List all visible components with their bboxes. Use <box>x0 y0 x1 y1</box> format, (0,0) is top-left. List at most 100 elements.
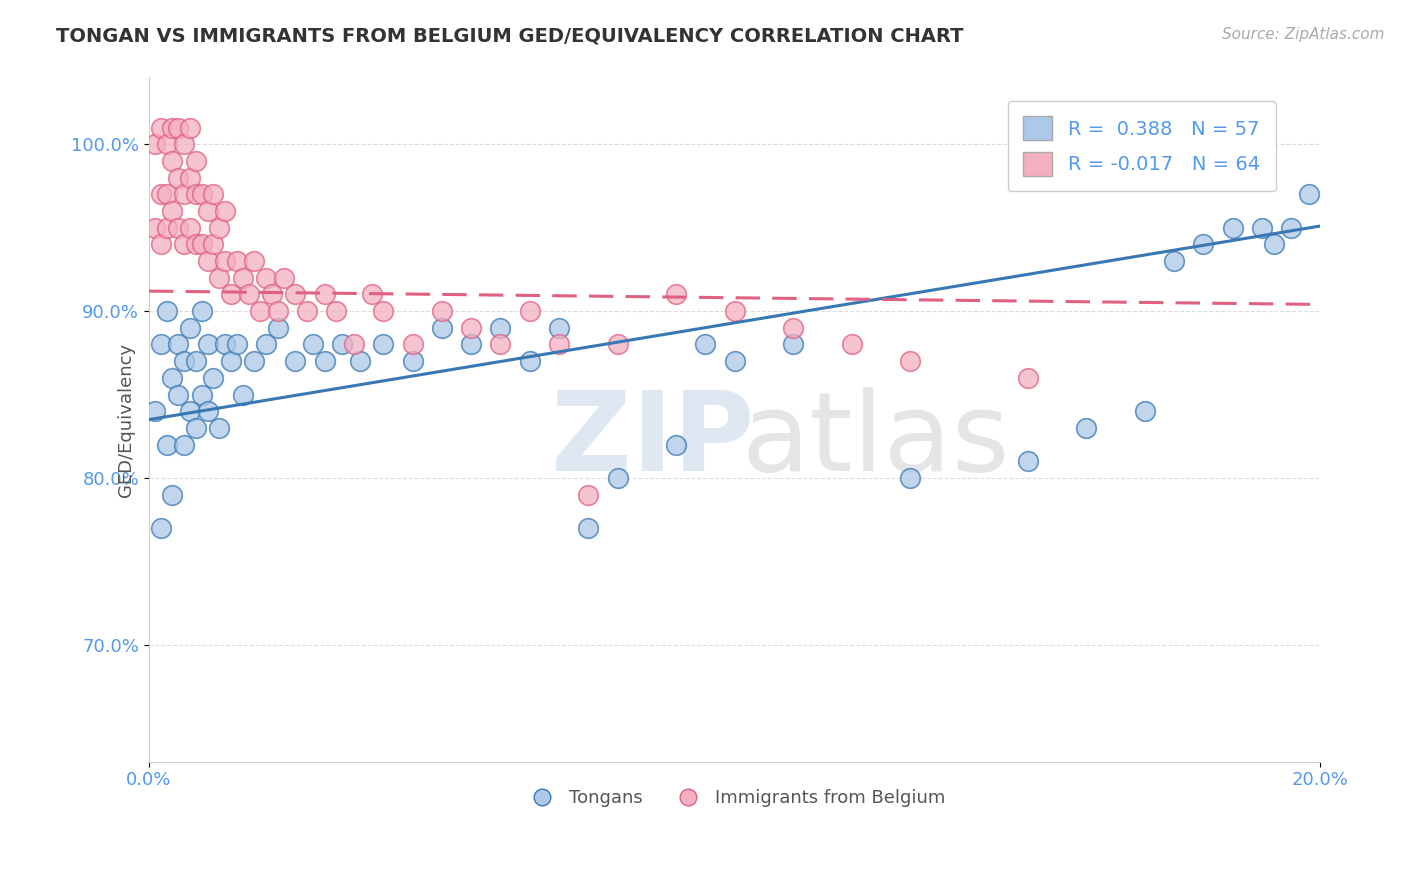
Point <box>1250 220 1272 235</box>
Point <box>249 304 271 318</box>
Point <box>214 254 236 268</box>
Point <box>167 337 190 351</box>
Point <box>184 354 207 368</box>
Point <box>576 521 599 535</box>
Point <box>401 337 423 351</box>
Point <box>349 354 371 368</box>
Point <box>401 354 423 368</box>
Text: ZIP: ZIP <box>551 386 755 493</box>
Point <box>254 337 277 351</box>
Point <box>173 437 195 451</box>
Point <box>325 304 347 318</box>
Point <box>273 270 295 285</box>
Point <box>1263 237 1285 252</box>
Point <box>214 204 236 219</box>
Point <box>225 337 247 351</box>
Point <box>373 337 395 351</box>
Point <box>197 254 219 268</box>
Point <box>267 320 290 334</box>
Point <box>360 287 382 301</box>
Point <box>330 337 353 351</box>
Point <box>665 287 688 301</box>
Point <box>167 120 190 135</box>
Point <box>173 187 195 202</box>
Point <box>1074 421 1097 435</box>
Point <box>548 320 571 334</box>
Point <box>162 153 184 168</box>
Point <box>1017 454 1039 468</box>
Point <box>489 320 512 334</box>
Point <box>155 137 177 152</box>
Point <box>197 404 219 418</box>
Point <box>900 471 922 485</box>
Point <box>284 287 307 301</box>
Point <box>202 371 225 385</box>
Point <box>179 404 201 418</box>
Point <box>173 137 195 152</box>
Point <box>695 337 717 351</box>
Point <box>606 471 628 485</box>
Point <box>243 354 266 368</box>
Y-axis label: GED/Equivalency: GED/Equivalency <box>117 343 135 497</box>
Point <box>184 421 207 435</box>
Point <box>167 220 190 235</box>
Point <box>197 337 219 351</box>
Point <box>314 354 336 368</box>
Point <box>179 170 201 185</box>
Point <box>460 337 482 351</box>
Text: TONGAN VS IMMIGRANTS FROM BELGIUM GED/EQUIVALENCY CORRELATION CHART: TONGAN VS IMMIGRANTS FROM BELGIUM GED/EQ… <box>56 27 963 45</box>
Point <box>1163 254 1185 268</box>
Point <box>162 204 184 219</box>
Point <box>184 153 207 168</box>
Point <box>202 237 225 252</box>
Point <box>162 120 184 135</box>
Point <box>232 387 254 401</box>
Point <box>665 437 688 451</box>
Point <box>314 287 336 301</box>
Point <box>155 304 177 318</box>
Point <box>190 187 212 202</box>
Point <box>243 254 266 268</box>
Point <box>782 337 804 351</box>
Point <box>302 337 325 351</box>
Legend: Tongans, Immigrants from Belgium: Tongans, Immigrants from Belgium <box>517 782 953 814</box>
Point <box>202 187 225 202</box>
Point <box>143 404 166 418</box>
Point <box>576 488 599 502</box>
Point <box>373 304 395 318</box>
Point <box>149 237 172 252</box>
Point <box>190 237 212 252</box>
Point <box>149 337 172 351</box>
Point <box>724 304 747 318</box>
Point <box>149 120 172 135</box>
Point <box>173 237 195 252</box>
Point <box>173 354 195 368</box>
Point <box>149 521 172 535</box>
Point <box>143 137 166 152</box>
Point <box>179 120 201 135</box>
Point <box>295 304 318 318</box>
Text: Source: ZipAtlas.com: Source: ZipAtlas.com <box>1222 27 1385 42</box>
Point <box>184 237 207 252</box>
Point <box>460 320 482 334</box>
Point <box>149 187 172 202</box>
Point <box>900 354 922 368</box>
Point <box>167 170 190 185</box>
Point <box>155 220 177 235</box>
Point <box>155 187 177 202</box>
Point <box>782 320 804 334</box>
Point <box>254 270 277 285</box>
Point <box>260 287 283 301</box>
Point <box>214 337 236 351</box>
Point <box>190 387 212 401</box>
Point <box>225 254 247 268</box>
Point <box>184 187 207 202</box>
Text: atlas: atlas <box>741 386 1010 493</box>
Point <box>284 354 307 368</box>
Point <box>430 320 453 334</box>
Point <box>219 287 242 301</box>
Point <box>1222 220 1244 235</box>
Point <box>548 337 571 351</box>
Point <box>179 220 201 235</box>
Point <box>430 304 453 318</box>
